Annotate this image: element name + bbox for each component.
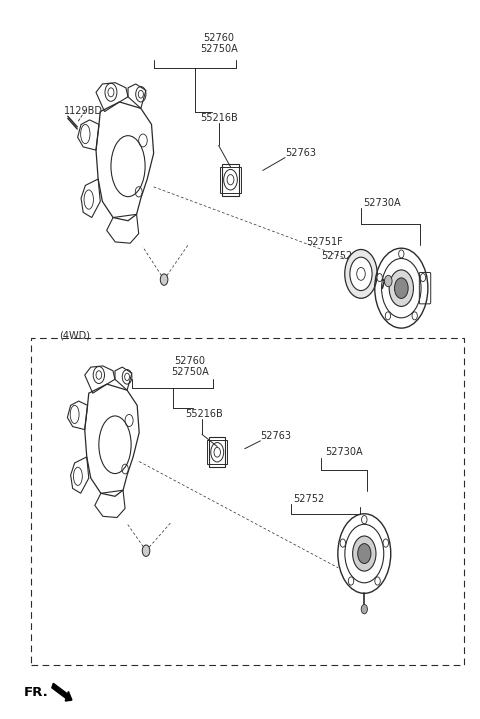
Circle shape (385, 312, 391, 320)
Text: 52760: 52760 (203, 33, 234, 42)
Circle shape (345, 249, 377, 298)
Circle shape (348, 577, 354, 585)
Circle shape (389, 270, 413, 306)
Text: 52752: 52752 (293, 494, 324, 503)
Circle shape (375, 577, 380, 585)
Text: 1129BD: 1129BD (63, 106, 103, 116)
Circle shape (395, 278, 408, 298)
Circle shape (142, 545, 150, 557)
Circle shape (361, 605, 367, 614)
Circle shape (412, 312, 417, 320)
Circle shape (353, 536, 376, 571)
Text: 55216B: 55216B (186, 408, 223, 418)
Text: 52750A: 52750A (171, 367, 209, 377)
Text: 52763: 52763 (261, 431, 291, 441)
Circle shape (340, 539, 346, 547)
Circle shape (358, 544, 371, 564)
Circle shape (420, 273, 426, 282)
Bar (222, 164, 239, 196)
Text: 52730A: 52730A (363, 198, 401, 208)
Text: 52763: 52763 (285, 147, 316, 157)
Circle shape (361, 516, 367, 523)
Circle shape (160, 274, 168, 285)
Circle shape (350, 257, 372, 290)
Text: 52752: 52752 (322, 251, 353, 261)
Bar (220, 167, 241, 193)
Bar (31, 338, 464, 665)
Circle shape (377, 273, 382, 282)
Text: 52751F: 52751F (306, 237, 343, 247)
Text: 52750A: 52750A (200, 44, 238, 54)
Text: 52760: 52760 (175, 356, 206, 366)
Bar (209, 437, 225, 467)
Circle shape (384, 275, 392, 287)
Circle shape (383, 539, 388, 547)
Circle shape (399, 250, 404, 258)
Text: 52730A: 52730A (325, 447, 363, 457)
Text: (4WD): (4WD) (59, 331, 90, 341)
Text: 55216B: 55216B (200, 114, 238, 124)
Bar (207, 440, 228, 464)
Text: FR.: FR. (24, 686, 49, 699)
FancyArrow shape (52, 683, 72, 701)
